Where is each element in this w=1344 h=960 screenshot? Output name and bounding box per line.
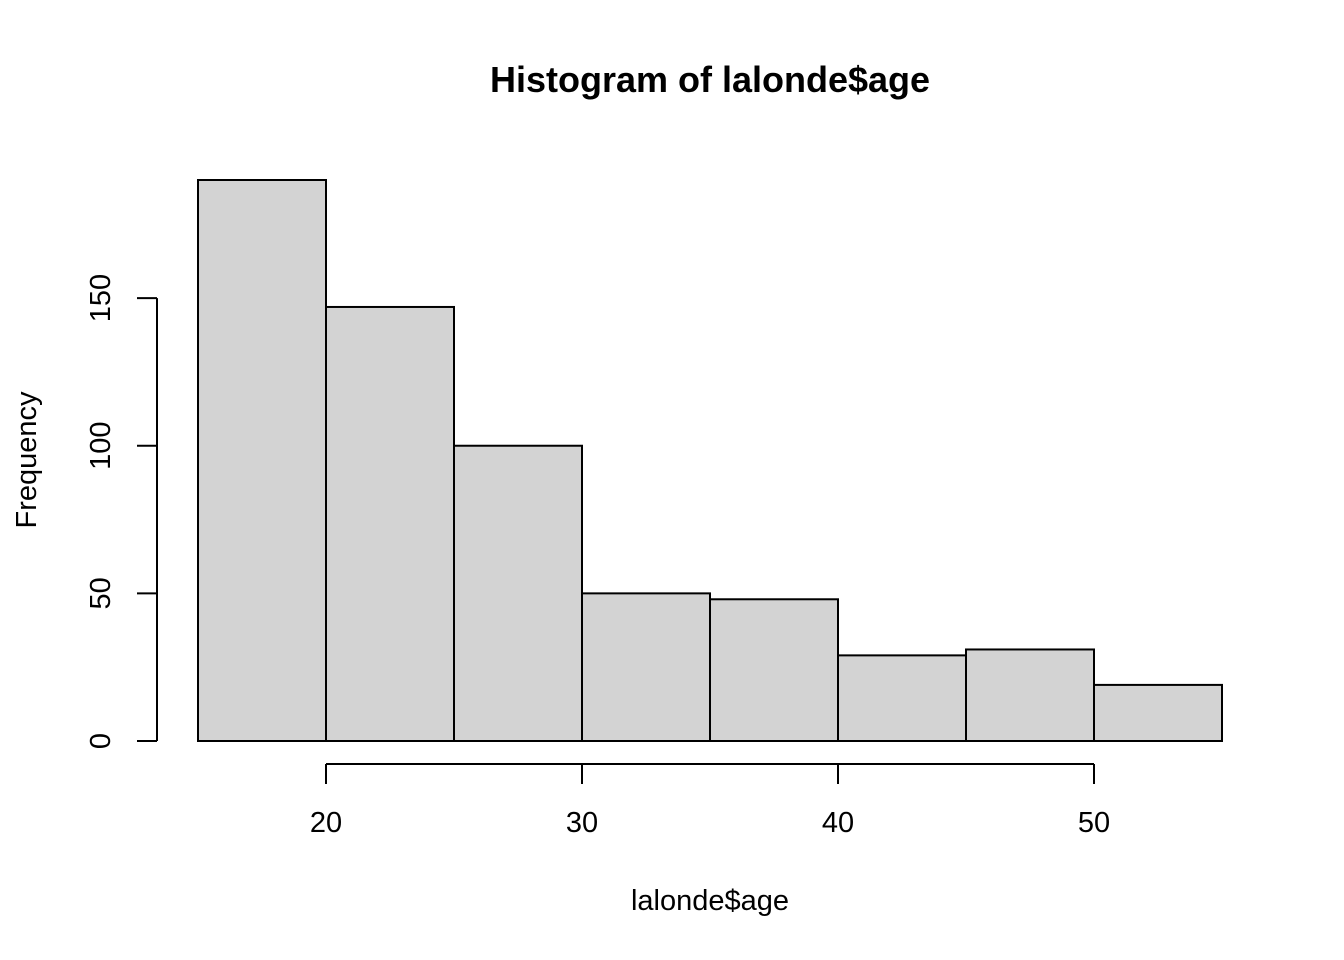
- chart-title: Histogram of lalonde$age: [490, 59, 930, 100]
- histogram-bar-6: [837, 654, 967, 742]
- histogram-bar-5: [709, 598, 839, 742]
- x-tick-label: 30: [566, 807, 598, 839]
- histogram-bar-7: [965, 648, 1095, 743]
- y-tick-label: 150: [85, 274, 117, 322]
- y-tick-label: 50: [85, 577, 117, 609]
- y-tick-label: 0: [85, 733, 117, 749]
- y-axis-label: Frequency: [11, 391, 43, 529]
- histogram-bar-4: [581, 592, 711, 742]
- x-tick-label: 20: [310, 807, 342, 839]
- x-axis-label: lalonde$age: [631, 885, 789, 917]
- y-tick-label: 100: [85, 422, 117, 470]
- histogram-bar-3: [453, 444, 583, 742]
- bars-group: [197, 179, 1223, 743]
- histogram-bar-2: [325, 305, 455, 742]
- x-tick-label: 40: [822, 807, 854, 839]
- histogram-bar-1: [197, 179, 327, 742]
- y-axis: 0 50 100 150: [85, 274, 158, 749]
- x-axis: 20 30 40 50: [310, 763, 1110, 839]
- x-tick-label: 50: [1078, 807, 1110, 839]
- histogram-bar-8: [1093, 683, 1223, 743]
